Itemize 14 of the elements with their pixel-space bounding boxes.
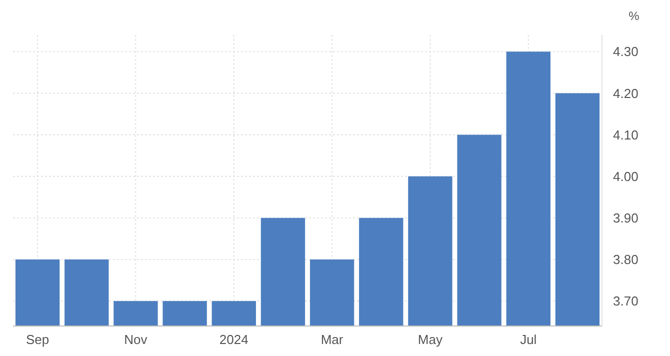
x-tick-label: Nov: [124, 332, 148, 347]
x-tick-label: Mar: [320, 332, 344, 347]
y-tick-label: 4.10: [613, 127, 638, 142]
y-tick-label: 4.30: [613, 44, 638, 60]
y-tick-label: 3.70: [613, 294, 638, 309]
x-tick-label: Jul: [520, 332, 537, 347]
x-tick-label: Sep: [26, 332, 50, 347]
y-tick-label: 4.20: [613, 86, 638, 101]
x-tick-label: May: [418, 332, 443, 347]
y-axis-title: %: [628, 9, 640, 23]
y-tick-label: 4.00: [613, 168, 638, 184]
y-tick-label: 3.90: [613, 210, 638, 226]
y-tick-label: 3.80: [613, 252, 638, 268]
x-tick-label: 2024: [219, 332, 248, 347]
